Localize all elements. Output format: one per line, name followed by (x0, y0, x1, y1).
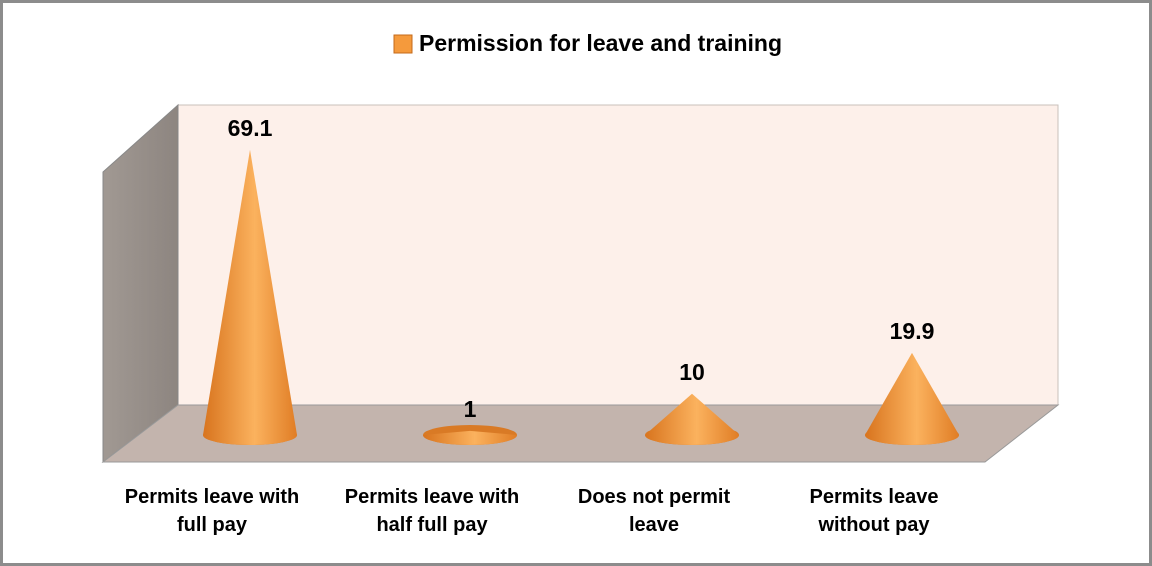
x-tick-label: Permits leave without pay (809, 486, 939, 536)
side-wall (102, 103, 179, 464)
cone (423, 430, 517, 445)
legend-swatch (393, 34, 413, 54)
floor (101, 404, 1060, 463)
chart-svg: Permission for leave and training 69.1 1 1… (101, 30, 1060, 464)
data-label: 10 (679, 359, 705, 385)
data-label: 19.9 (890, 318, 935, 344)
x-tick-label: Permits leave with half full pay (344, 486, 520, 536)
data-label: 69.1 (228, 115, 273, 141)
cone (865, 352, 959, 445)
x-tick-label: Permits leave with full pay (124, 486, 300, 536)
back-wall (177, 104, 1059, 406)
data-label: 1 (464, 396, 477, 422)
cone (645, 393, 739, 445)
cone (203, 149, 297, 446)
legend-label: Permission for leave and training (419, 30, 782, 56)
x-tick-label: Does not permit leave (577, 486, 731, 536)
